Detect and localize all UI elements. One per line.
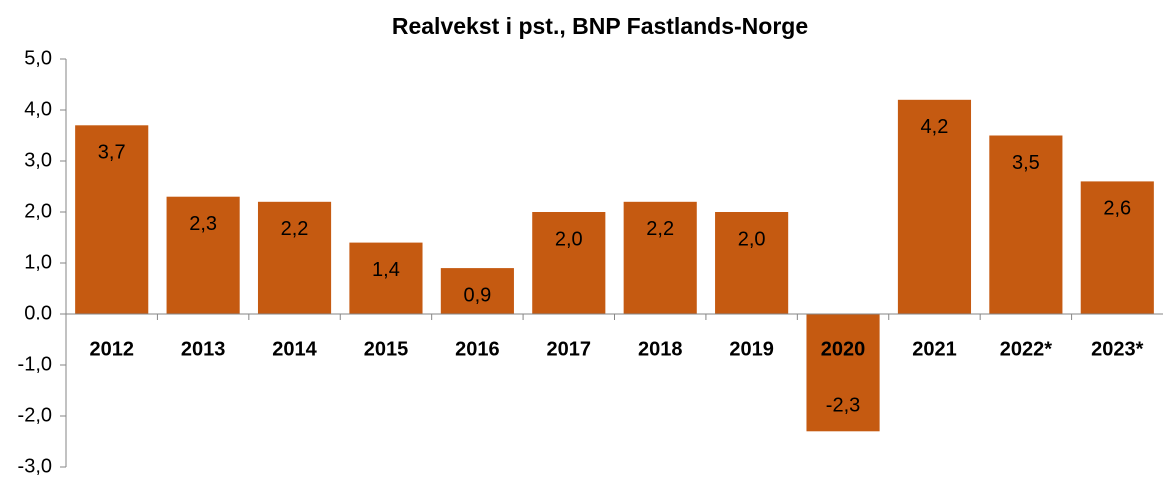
- value-label: 4,2: [921, 116, 949, 138]
- x-tick-label: 2016: [455, 338, 500, 360]
- x-tick-label: 2012: [89, 338, 134, 360]
- y-tick-label: -3,0: [18, 455, 52, 477]
- bar: [623, 201, 697, 314]
- x-tick-label: 2014: [272, 338, 317, 360]
- y-tick-label: 2,0: [24, 200, 52, 222]
- bar: [715, 212, 789, 314]
- y-tick-label: 5,0: [24, 47, 52, 69]
- y-tick-label: -1,0: [18, 353, 52, 375]
- value-label: 2,2: [646, 218, 674, 240]
- y-tick-label: 4,0: [24, 98, 52, 120]
- x-tick-label: 2021: [912, 338, 957, 360]
- x-tick-label: 2020: [821, 338, 866, 360]
- value-label: 1,4: [372, 259, 400, 281]
- bar: [75, 125, 149, 314]
- y-tick-label: -2,0: [18, 404, 52, 426]
- y-tick-label: 0.0: [24, 302, 52, 324]
- bar: [257, 201, 332, 314]
- value-label: 2,0: [738, 228, 766, 250]
- y-tick-label: 3,0: [24, 149, 52, 171]
- x-tick-label: 2023*: [1091, 338, 1143, 360]
- bar: [806, 314, 880, 432]
- value-label: 0,9: [463, 284, 491, 306]
- value-label: 3,7: [98, 142, 126, 164]
- x-tick-label: 2018: [638, 338, 683, 360]
- value-label: 2,6: [1103, 198, 1131, 220]
- value-label: 2,2: [281, 218, 309, 240]
- bar: [166, 196, 240, 314]
- x-tick-label: 2013: [181, 338, 226, 360]
- value-label: 3,5: [1012, 152, 1040, 174]
- x-tick-label: 2017: [547, 338, 592, 360]
- bar: [532, 212, 606, 314]
- x-tick-label: 2015: [364, 338, 409, 360]
- y-tick-label: 1,0: [24, 251, 52, 273]
- x-tick-label: 2019: [729, 338, 774, 360]
- x-tick-label: 2022*: [1000, 338, 1052, 360]
- value-label: 2,0: [555, 228, 583, 250]
- bar: [440, 268, 514, 314]
- value-label: 2,3: [189, 213, 217, 235]
- bar: [897, 99, 972, 314]
- bar: [349, 242, 423, 314]
- bar: [989, 135, 1063, 314]
- value-label: -2,3: [826, 395, 860, 417]
- bar: [1080, 181, 1154, 314]
- chart-title: Realvekst i pst., BNP Fastlands-Norge: [392, 13, 808, 39]
